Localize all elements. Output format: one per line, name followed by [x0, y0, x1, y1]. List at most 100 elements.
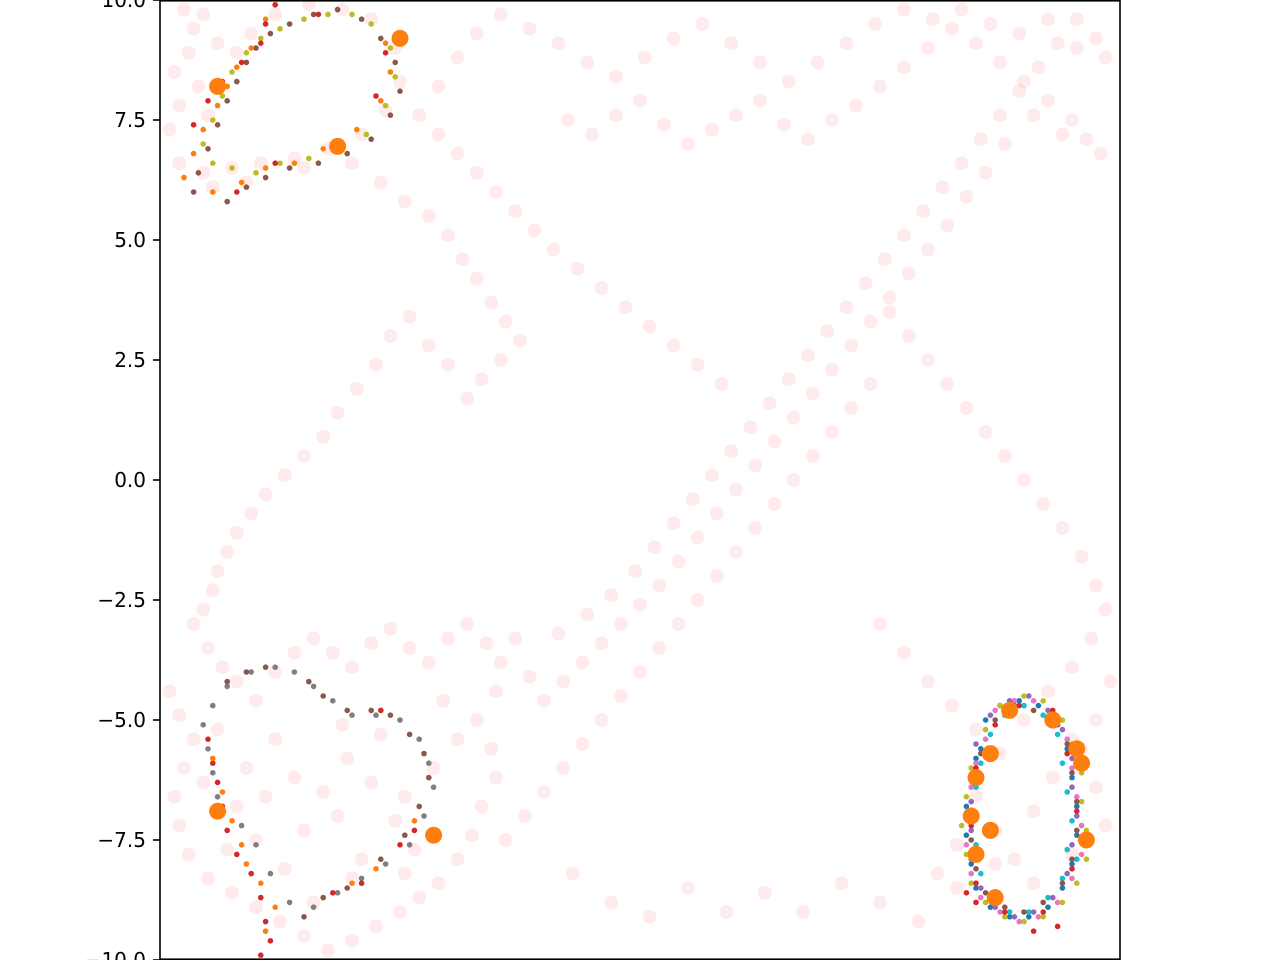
trajectory-point: [1074, 803, 1080, 810]
y-tick-label: 5.0: [114, 228, 146, 252]
background-point: [647, 540, 662, 555]
background-point: [196, 602, 211, 617]
trajectory-point: [1078, 798, 1085, 805]
trajectory-point: [334, 890, 341, 896]
trajectory-point: [286, 21, 293, 27]
trajectory-point: [320, 693, 327, 699]
background-point: [801, 348, 815, 363]
background-point: [397, 194, 412, 209]
background-point: [383, 329, 398, 343]
background-point: [1098, 818, 1113, 833]
trajectory-point: [200, 126, 206, 133]
trajectory-point: [387, 45, 394, 51]
trajectory-point: [978, 870, 984, 877]
trajectory-point: [205, 98, 211, 104]
trajectory-point: [1059, 880, 1066, 886]
trajectory-point: [397, 717, 403, 723]
background-point: [633, 665, 647, 679]
trajectory-point: [958, 822, 965, 829]
trajectory-point: [392, 74, 399, 80]
trajectory-point: [1059, 760, 1066, 766]
marker-point: [1001, 701, 1019, 719]
trajectory-point: [416, 803, 423, 810]
trajectory-point: [210, 117, 216, 123]
background-point: [431, 876, 446, 891]
trajectory-point: [210, 702, 216, 709]
background-point: [321, 943, 335, 958]
trajectory-point: [382, 40, 389, 46]
trajectory-point: [387, 112, 394, 118]
background-point: [801, 132, 815, 147]
background-point: [743, 420, 758, 435]
trajectory-point: [968, 837, 974, 843]
trajectory-point: [310, 11, 317, 18]
trajectory-point: [430, 784, 437, 790]
trajectory-point: [1045, 707, 1051, 714]
trajectory-point: [1026, 909, 1032, 915]
background-point: [652, 578, 667, 593]
trajectory-point: [378, 98, 384, 104]
background-point: [949, 837, 964, 852]
background-point: [469, 26, 484, 41]
trajectory-point: [1069, 875, 1075, 882]
trajectory-point: [286, 899, 293, 906]
background-point: [369, 919, 383, 934]
trajectory-point: [982, 899, 989, 906]
trajectory-point: [1016, 918, 1022, 925]
trajectory-point: [272, 160, 279, 166]
trajectory-point: [982, 717, 989, 723]
background-point: [172, 156, 187, 171]
trajectory-point: [238, 822, 245, 829]
trajectory-point: [968, 880, 974, 886]
background-point: [177, 2, 191, 17]
trajectory-point: [1021, 702, 1027, 709]
trajectory-point: [234, 189, 240, 195]
trajectory-point: [411, 818, 418, 824]
background-point: [1089, 578, 1103, 593]
background-point: [1084, 631, 1099, 646]
background-point: [618, 300, 633, 315]
trajectory-point: [421, 750, 427, 757]
background-point: [930, 866, 945, 881]
background-point: [493, 655, 508, 670]
background-point: [825, 113, 839, 127]
background-point: [537, 693, 551, 708]
background-point: [1055, 127, 1070, 142]
background-point: [1026, 876, 1041, 891]
background-point: [441, 357, 455, 372]
trajectory-point: [1035, 914, 1042, 920]
trajectory-point: [1030, 707, 1037, 714]
background-point: [988, 857, 1003, 871]
background-point: [940, 218, 955, 233]
background-point: [810, 55, 825, 70]
background-point: [277, 468, 292, 483]
background-point: [652, 641, 667, 655]
trajectory-point: [363, 131, 370, 138]
trajectory-point: [344, 707, 351, 714]
background-point: [897, 2, 911, 17]
background-point: [954, 156, 969, 171]
background-point: [450, 732, 465, 747]
background-point: [1026, 108, 1041, 123]
trajectory-point: [997, 909, 1003, 915]
background-point: [287, 770, 302, 785]
trajectory-point: [426, 760, 432, 766]
y-tick-label: 0.0: [114, 468, 146, 492]
background-point: [469, 165, 484, 180]
trajectory-point: [229, 69, 235, 75]
trajectory-point: [1006, 914, 1013, 920]
trajectory-point: [219, 93, 226, 99]
trajectory-point: [997, 702, 1003, 709]
trajectory-point: [214, 102, 221, 109]
background-point: [786, 473, 801, 487]
trajectory-point: [306, 678, 312, 685]
marker-point: [329, 137, 347, 155]
trajectory-point: [258, 40, 264, 46]
background-point: [839, 36, 854, 51]
background-point: [921, 353, 935, 367]
trajectory-point: [310, 683, 317, 690]
trajectory-point: [987, 712, 994, 718]
background-point: [1093, 146, 1108, 161]
y-axis-ticks: 10.0 7.5 5.0 2.5 0.0 −2.5 −5.0 −7.5 −10.0: [85, 0, 160, 960]
trajectory-point: [1011, 698, 1018, 704]
